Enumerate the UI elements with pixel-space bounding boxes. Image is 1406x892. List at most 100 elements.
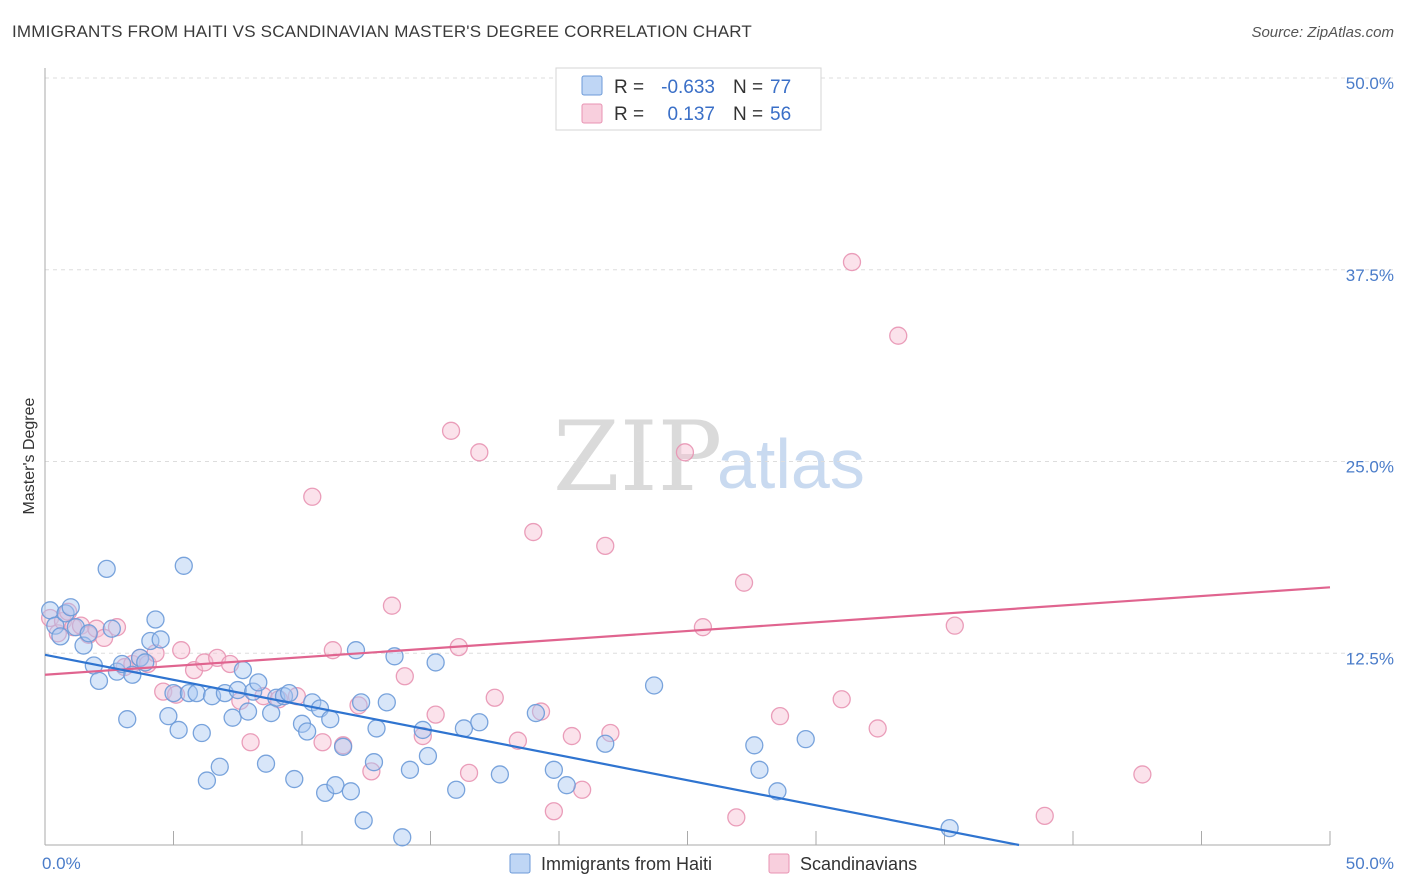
scandinavians-point-60 xyxy=(1035,806,1054,826)
scandinavians-point-56 xyxy=(842,252,862,272)
legend-r-value-haiti: -0.633 xyxy=(661,77,715,98)
haiti-point-76 xyxy=(768,782,787,801)
scandinavians-point-45 xyxy=(544,802,564,821)
haiti-point-27 xyxy=(192,723,211,743)
legend-n-value-scandinavians: 56 xyxy=(770,104,791,125)
haiti-point-9 xyxy=(89,671,109,691)
chart-title: IMMIGRANTS FROM HAITI VS SCANDINAVIAN MA… xyxy=(12,22,753,41)
y-tick-label-3: 50.0% xyxy=(1346,74,1394,93)
haiti-point-57 xyxy=(367,719,386,738)
haiti-point-42 xyxy=(279,683,299,703)
haiti-point-78 xyxy=(940,818,959,838)
scandinavians-point-36 xyxy=(426,705,445,724)
haiti-point-69 xyxy=(526,703,546,723)
scandinavians-point-58 xyxy=(889,326,908,345)
series-legend-swatch-haiti xyxy=(509,853,531,874)
watermark-atlas: atlas xyxy=(717,425,865,503)
haiti-point-23 xyxy=(169,720,188,740)
scandinavians-trend-line xyxy=(44,586,1331,676)
scandinavians-point-28 xyxy=(313,733,332,752)
scandinavians-point-50 xyxy=(675,443,695,462)
y-tick-label-0: 12.5% xyxy=(1346,649,1394,668)
haiti-point-51 xyxy=(333,737,353,756)
legend-r-value-scandinavians: 0.137 xyxy=(667,104,715,125)
scandinavians-point-54 xyxy=(770,706,790,726)
legend-swatch-scandinavians xyxy=(581,103,603,124)
x-tick-label-max: 50.0% xyxy=(1346,854,1394,873)
haiti-point-33 xyxy=(228,680,247,700)
scandinavians-points xyxy=(40,252,1152,827)
haiti-point-56 xyxy=(364,753,384,772)
gridlines xyxy=(45,77,1395,654)
haiti-point-38 xyxy=(256,754,276,773)
legend-n-label-haiti: N = xyxy=(733,77,763,98)
y-tick-label-1: 25.0% xyxy=(1346,458,1394,477)
haiti-point-11 xyxy=(102,619,121,638)
scandinavians-point-51 xyxy=(693,618,713,637)
series-legend: Immigrants from Haiti Scandinavians xyxy=(509,853,917,874)
scandinavians-point-43 xyxy=(524,522,543,542)
scandinavians-point-27 xyxy=(303,487,322,506)
haiti-point-43 xyxy=(285,769,304,789)
haiti-point-75 xyxy=(750,760,769,779)
haiti-point-30 xyxy=(210,757,229,776)
haiti-point-65 xyxy=(447,780,466,799)
legend-swatch-haiti xyxy=(581,75,603,96)
scandinavians-point-37 xyxy=(441,421,461,440)
x-ticks xyxy=(173,831,1331,845)
haiti-point-39 xyxy=(262,703,281,723)
legend-n-value-haiti: 77 xyxy=(770,77,791,98)
haiti-point-45 xyxy=(297,722,317,741)
scandinavians-point-34 xyxy=(395,667,414,686)
haiti-point-73 xyxy=(644,676,664,695)
haiti-point-7 xyxy=(79,624,98,643)
haiti-point-67 xyxy=(470,713,489,732)
haiti-point-49 xyxy=(321,710,340,729)
haiti-point-35 xyxy=(238,702,258,721)
scandinavians-point-39 xyxy=(459,763,479,783)
scandinavians-point-55 xyxy=(832,690,851,709)
scandinavians-point-47 xyxy=(572,780,592,799)
haiti-point-20 xyxy=(151,630,170,649)
legend-r-label-haiti: R = xyxy=(614,77,644,98)
haiti-point-72 xyxy=(596,734,615,753)
scandinavians-point-53 xyxy=(734,573,754,592)
haiti-point-10 xyxy=(97,559,116,579)
haiti-point-60 xyxy=(393,828,412,847)
haiti-point-54 xyxy=(351,693,371,712)
haiti-point-68 xyxy=(490,765,510,784)
scandinavians-point-31 xyxy=(349,696,368,715)
scandinavians-point-17 xyxy=(172,641,191,660)
series-legend-label-scandinavians: Scandinavians xyxy=(800,854,917,874)
haiti-point-28 xyxy=(197,771,217,790)
haiti-point-52 xyxy=(341,782,360,801)
scandinavians-point-59 xyxy=(945,616,964,635)
x-tick-label-min: 0.0% xyxy=(42,854,81,873)
scandinavians-point-33 xyxy=(382,596,402,615)
haiti-point-32 xyxy=(223,708,242,727)
series-legend-label-haiti: Immigrants from Haiti xyxy=(541,854,712,874)
haiti-point-50 xyxy=(326,776,345,795)
scandinavians-point-41 xyxy=(485,688,504,707)
haiti-point-4 xyxy=(61,598,80,617)
haiti-point-21 xyxy=(159,706,178,726)
legend-r-label-scandinavians: R = xyxy=(614,104,644,125)
scandinavians-point-23 xyxy=(241,733,260,752)
haiti-point-70 xyxy=(544,760,564,779)
haiti-point-25 xyxy=(179,683,199,703)
haiti-points xyxy=(40,556,959,847)
series-legend-swatch-scandinavians xyxy=(768,853,790,874)
scandinavians-point-46 xyxy=(562,726,581,746)
haiti-point-22 xyxy=(164,683,183,703)
scandinavians-point-57 xyxy=(868,719,887,738)
haiti-point-63 xyxy=(418,746,438,766)
haiti-point-26 xyxy=(187,683,206,703)
haiti-point-64 xyxy=(426,653,445,672)
watermark-zip: ZIP xyxy=(553,401,722,513)
correlation-legend: R = -0.633 N = 77 R = 0.137 N = 56 xyxy=(555,67,822,131)
haiti-point-19 xyxy=(146,610,165,629)
haiti-point-77 xyxy=(796,730,815,749)
y-axis-title: Master's Degree xyxy=(21,397,38,514)
haiti-point-37 xyxy=(249,673,268,692)
